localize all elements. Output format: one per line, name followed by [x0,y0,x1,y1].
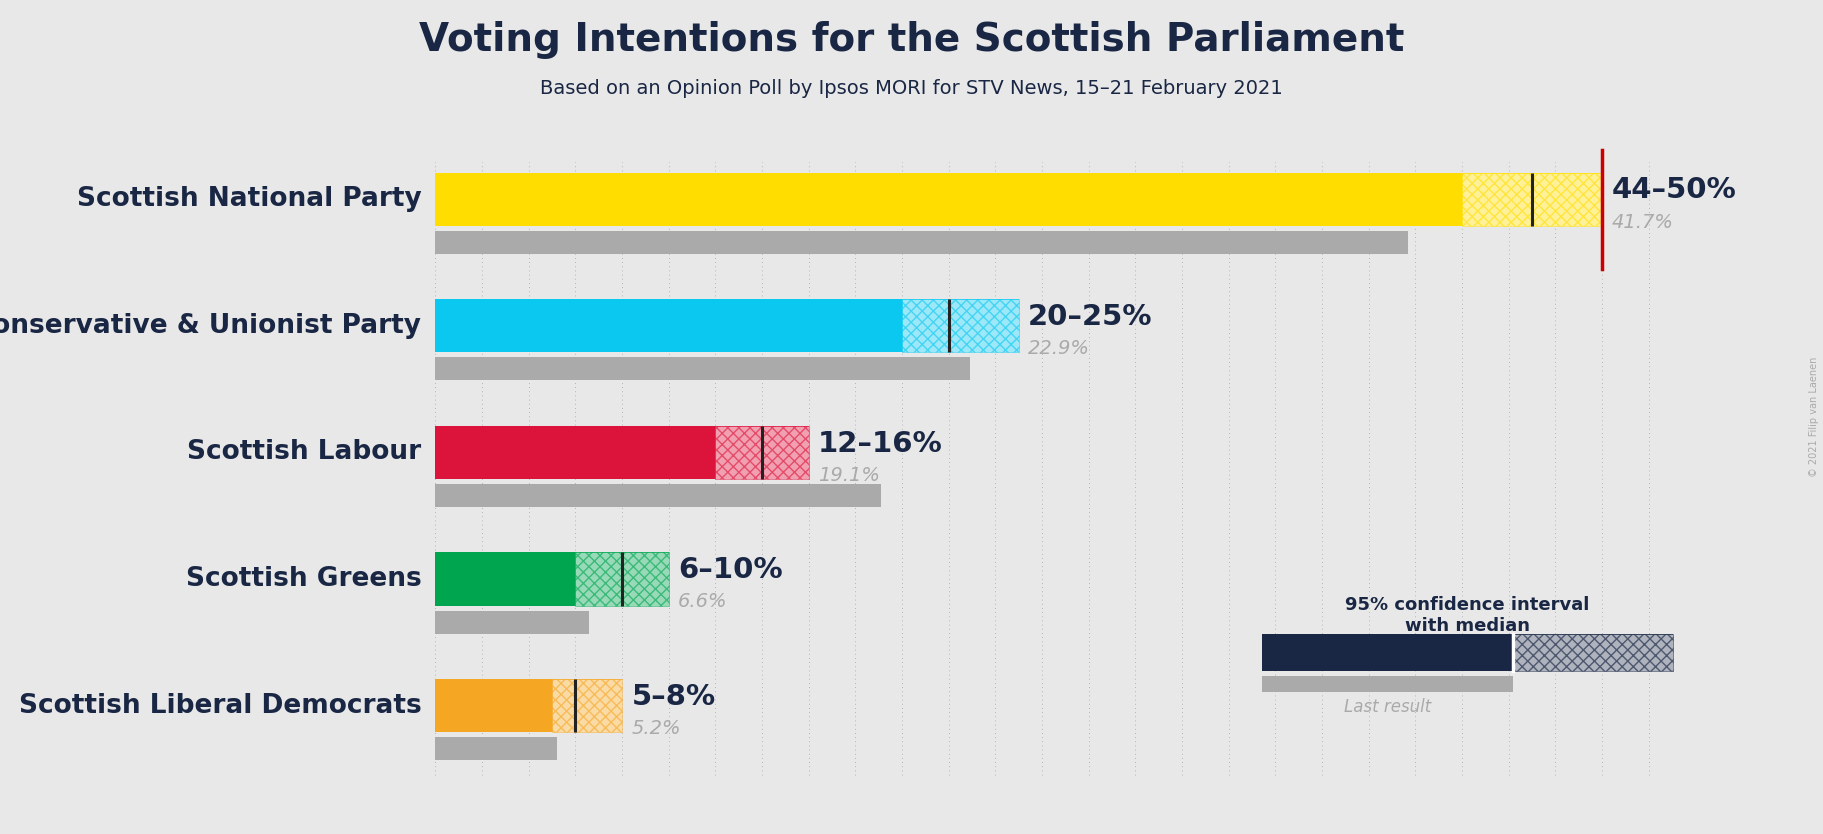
Bar [715,426,809,479]
Bar [1262,634,1513,671]
Text: 6–10%: 6–10% [678,556,782,584]
Text: © 2021 Filip van Laenen: © 2021 Filip van Laenen [1810,357,1819,477]
Text: 5.2%: 5.2% [631,719,682,738]
Text: 12–16%: 12–16% [819,430,942,458]
Bar [715,426,809,479]
Text: 22.9%: 22.9% [1028,339,1090,358]
Text: 6.6%: 6.6% [678,592,727,611]
Text: 95% confidence interval
with median: 95% confidence interval with median [1345,596,1590,636]
Bar [436,484,881,507]
Bar [1462,173,1602,226]
Bar [436,358,970,380]
Bar [576,552,669,605]
Bar [552,679,622,732]
Bar [436,610,589,634]
Bar [576,552,669,605]
Bar [436,231,1409,254]
Bar [552,679,622,732]
Text: Based on an Opinion Poll by Ipsos MORI for STV News, 15–21 February 2021: Based on an Opinion Poll by Ipsos MORI f… [540,79,1283,98]
Text: 44–50%: 44–50% [1612,176,1735,204]
Bar [1513,634,1674,671]
Text: Last result: Last result [1344,698,1431,716]
Text: Scottish Labour: Scottish Labour [188,440,421,465]
Bar [436,737,556,760]
Bar [436,426,715,479]
Text: 19.1%: 19.1% [819,465,881,485]
Bar [436,679,552,732]
Bar [902,299,1019,353]
Bar [1262,676,1513,692]
Bar [1513,634,1674,671]
Text: Voting Intentions for the Scottish Parliament: Voting Intentions for the Scottish Parli… [419,21,1404,59]
Bar [1462,173,1602,226]
Text: Scottish Conservative & Unionist Party: Scottish Conservative & Unionist Party [0,313,421,339]
Text: Scottish Greens: Scottish Greens [186,566,421,592]
Bar [436,299,902,353]
Text: Scottish Liberal Democrats: Scottish Liberal Democrats [18,693,421,719]
Text: 41.7%: 41.7% [1612,213,1674,232]
Text: 20–25%: 20–25% [1028,303,1152,331]
Bar [436,173,1462,226]
Text: 5–8%: 5–8% [631,683,716,711]
Text: Scottish National Party: Scottish National Party [77,186,421,212]
Bar [436,552,576,605]
Bar [902,299,1019,353]
